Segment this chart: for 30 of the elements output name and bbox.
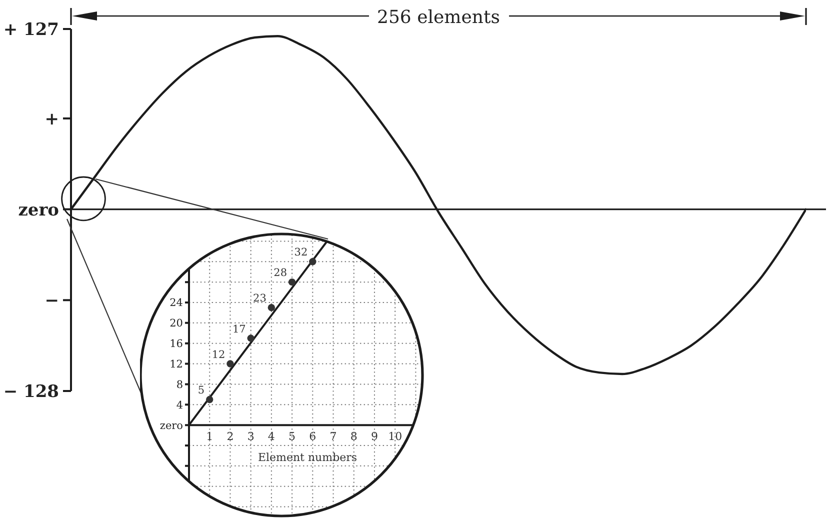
y-tick-label: 12 (170, 358, 183, 371)
y-tick-label: 4 (176, 399, 184, 412)
y-tick-label: 20 (170, 318, 183, 330)
y-tick-label: zero (160, 420, 183, 432)
data-label: 23 (253, 292, 266, 305)
x-tick-label: 4 (268, 430, 275, 444)
data-label: 17 (232, 323, 246, 336)
data-label: 28 (274, 267, 288, 280)
y-tick-label: − 128 (3, 382, 59, 402)
x-tick-label: 8 (350, 430, 358, 444)
y-tick-label: 24 (170, 297, 184, 310)
y-tick-label: + 127 (3, 20, 59, 40)
y-tick-label: 16 (170, 338, 184, 350)
x-tick-label: 6 (309, 430, 316, 444)
x-tick-label: 7 (330, 430, 337, 444)
x-axis-title: Element numbers (258, 451, 358, 464)
y-tick-label: zero (18, 200, 59, 220)
x-tick-label: 3 (247, 430, 254, 444)
y-tick-label: + (44, 109, 59, 130)
x-tick-label: 5 (288, 430, 296, 444)
x-tick-label: 10 (388, 430, 402, 444)
y-tick-label: − (44, 291, 59, 312)
x-tick-label: 1 (206, 430, 214, 444)
y-tick-label: 8 (176, 378, 183, 391)
data-label: 5 (198, 384, 205, 397)
text: 256 elements (377, 7, 500, 28)
data-label: 12 (212, 348, 226, 361)
data-label: 32 (294, 246, 308, 259)
x-tick-label: 9 (370, 430, 378, 444)
x-tick-label: 2 (226, 430, 234, 444)
